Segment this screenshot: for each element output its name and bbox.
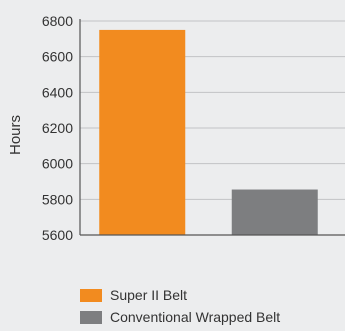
bar-super-ii-belt [99, 29, 186, 235]
y-tick-label-6200: 6200 [42, 120, 73, 136]
legend-swatch-conventional-wrapped-belt [80, 310, 102, 324]
y-axis-label: Hours [7, 115, 24, 155]
y-tick-label-5600: 5600 [42, 227, 73, 243]
legend-label-super-ii-belt: Super II Belt [110, 287, 188, 303]
legend-item-super-ii-belt: Super II Belt [80, 285, 280, 305]
y-tick-label-5800: 5800 [42, 191, 73, 207]
y-tick-label-6600: 6600 [42, 49, 73, 65]
y-tick-label-6400: 6400 [42, 84, 73, 100]
y-tick-label-6000: 6000 [42, 156, 73, 172]
legend-label-conventional-wrapped-belt: Conventional Wrapped Belt [110, 309, 281, 325]
bar-conventional-wrapped-belt [231, 189, 318, 235]
y-tick-labels: 5600 5800 6000 6200 6400 6600 6800 [42, 13, 73, 243]
legend-item-conventional-wrapped-belt: Conventional Wrapped Belt [80, 307, 280, 327]
axes [79, 19, 345, 236]
bars [99, 29, 318, 235]
legend: Super II Belt Conventional Wrapped Belt [80, 285, 280, 329]
legend-swatch-super-ii-belt [80, 288, 102, 302]
y-tick-label-6800: 6800 [42, 13, 73, 29]
